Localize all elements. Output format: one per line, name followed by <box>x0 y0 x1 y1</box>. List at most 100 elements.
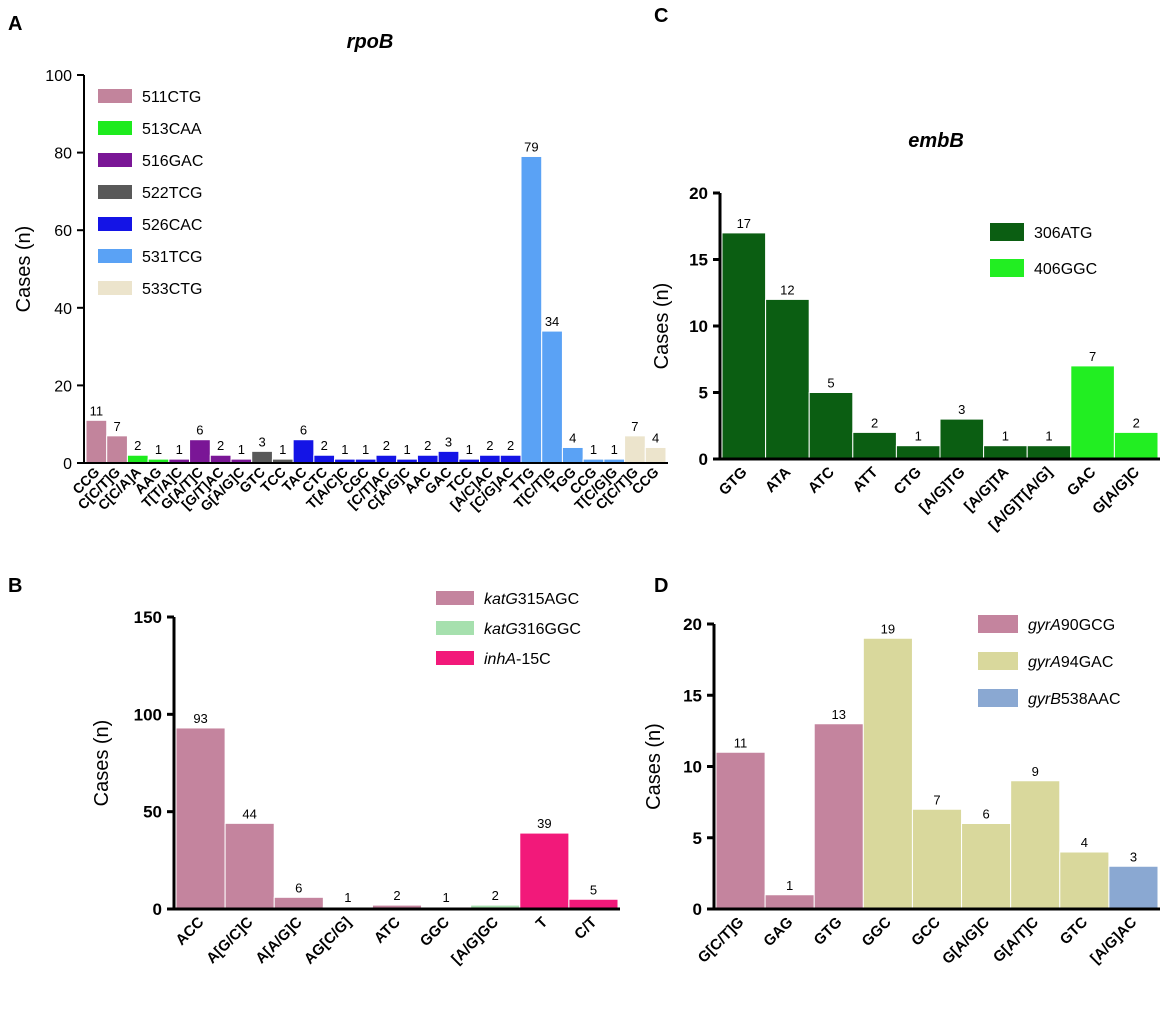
data-label: 2 <box>486 438 493 453</box>
legend-swatch <box>98 89 132 103</box>
y-tick-label: 100 <box>134 705 162 724</box>
data-label: 7 <box>1089 349 1096 364</box>
bar <box>437 450 460 464</box>
panel-letter: B <box>8 575 22 597</box>
data-label: 1 <box>1045 429 1052 444</box>
data-label: 1 <box>611 442 618 457</box>
legend-label: 406GGC <box>1034 261 1097 278</box>
data-label: 1 <box>442 890 449 905</box>
data-label: 3 <box>445 434 452 449</box>
data-label: 13 <box>832 707 846 722</box>
legend-swatch <box>98 281 132 295</box>
data-label: 7 <box>113 419 120 434</box>
data-label: 6 <box>982 807 989 822</box>
data-label: 3 <box>958 402 965 417</box>
bar <box>911 808 963 910</box>
y-tick-label: 5 <box>693 829 702 848</box>
legend-label: gyrA94GAC <box>1028 654 1113 671</box>
bar <box>224 822 275 910</box>
data-label: 1 <box>786 878 793 893</box>
bar <box>209 454 232 464</box>
legend-label: 533CTG <box>142 281 202 298</box>
bar <box>292 439 315 464</box>
bar <box>273 896 324 910</box>
data-label: 34 <box>545 314 559 329</box>
y-tick-label: 0 <box>63 456 72 473</box>
data-label: 4 <box>1081 835 1088 850</box>
x-tick-label: ACC <box>172 914 207 949</box>
data-label: 4 <box>652 430 659 445</box>
bar <box>624 435 646 464</box>
bar <box>541 330 563 464</box>
data-label: 2 <box>217 438 224 453</box>
legend-label: 516GAC <box>142 153 203 170</box>
data-label: 7 <box>933 792 940 807</box>
data-label: 2 <box>134 438 141 453</box>
data-label: 5 <box>590 882 597 897</box>
legend-label: gyrA90GCG <box>1028 617 1115 634</box>
data-label: 4 <box>569 430 576 445</box>
x-tick-label: ATC <box>805 464 838 497</box>
data-label: 2 <box>871 415 878 430</box>
data-label: 6 <box>300 423 307 438</box>
data-label: 9 <box>1032 764 1039 779</box>
data-label: 6 <box>295 880 302 895</box>
data-label: 7 <box>631 419 638 434</box>
panel-letter: D <box>654 575 668 597</box>
data-label: 1 <box>279 442 286 457</box>
y-tick-label: 0 <box>693 900 702 919</box>
x-tick-label: ATT <box>850 464 882 496</box>
bar <box>479 454 501 464</box>
data-label: 1 <box>590 442 597 457</box>
legend-swatch <box>436 651 474 665</box>
data-label: 6 <box>196 423 203 438</box>
data-label: 2 <box>321 438 328 453</box>
bar <box>375 454 398 464</box>
legend-swatch <box>990 223 1024 241</box>
bar <box>764 894 815 910</box>
x-tick-label: GCC <box>908 914 944 950</box>
data-label: 1 <box>344 890 351 905</box>
legend: gyrA90GCG gyrA94GAC gyrB538AAC <box>978 615 1121 708</box>
bar <box>813 723 864 910</box>
bar <box>106 435 128 464</box>
y-tick-label: 15 <box>683 686 702 705</box>
x-tick-label: ATA <box>762 464 794 496</box>
bar <box>520 155 543 464</box>
data-label: 2 <box>492 888 499 903</box>
bar <box>85 419 108 464</box>
data-label: 11 <box>90 403 104 418</box>
data-label: 17 <box>737 216 751 231</box>
chart-title: rpoB <box>347 31 394 53</box>
data-label: 3 <box>1130 849 1137 864</box>
legend-swatch <box>990 259 1024 277</box>
data-label: 3 <box>258 434 265 449</box>
y-tick-label: 60 <box>54 223 72 240</box>
y-axis-label: Cases (n) <box>91 720 113 807</box>
data-label: 1 <box>403 442 410 457</box>
legend-swatch <box>978 689 1018 707</box>
legend-label: 522TCG <box>142 185 202 202</box>
x-tick-label: G[C/T]G <box>695 914 748 967</box>
x-tick-label: GGC <box>859 914 895 950</box>
x-tick-label: ATC <box>371 914 404 947</box>
bar <box>1108 865 1159 910</box>
x-tick-label: [A/G]GC <box>448 914 502 968</box>
bar <box>126 454 149 464</box>
data-label: 1 <box>155 442 162 457</box>
bar <box>175 727 226 910</box>
y-axis-label: Cases (n) <box>13 226 35 313</box>
legend-label: 526CAC <box>142 217 202 234</box>
bar <box>862 637 913 910</box>
data-label: 11 <box>734 735 748 750</box>
x-tick-label: G[A/T]C <box>990 914 1042 966</box>
legend-swatch <box>98 185 132 199</box>
x-tick-label: GTG <box>811 914 846 949</box>
x-tick-label: C/T <box>571 914 600 943</box>
legend-label: 306ATG <box>1034 225 1092 242</box>
x-tick-label: GAG <box>760 914 796 950</box>
legend-label: 513CAA <box>142 121 202 138</box>
data-label: 2 <box>1133 415 1140 430</box>
x-tick-label: [A/G]AC <box>1087 914 1140 967</box>
